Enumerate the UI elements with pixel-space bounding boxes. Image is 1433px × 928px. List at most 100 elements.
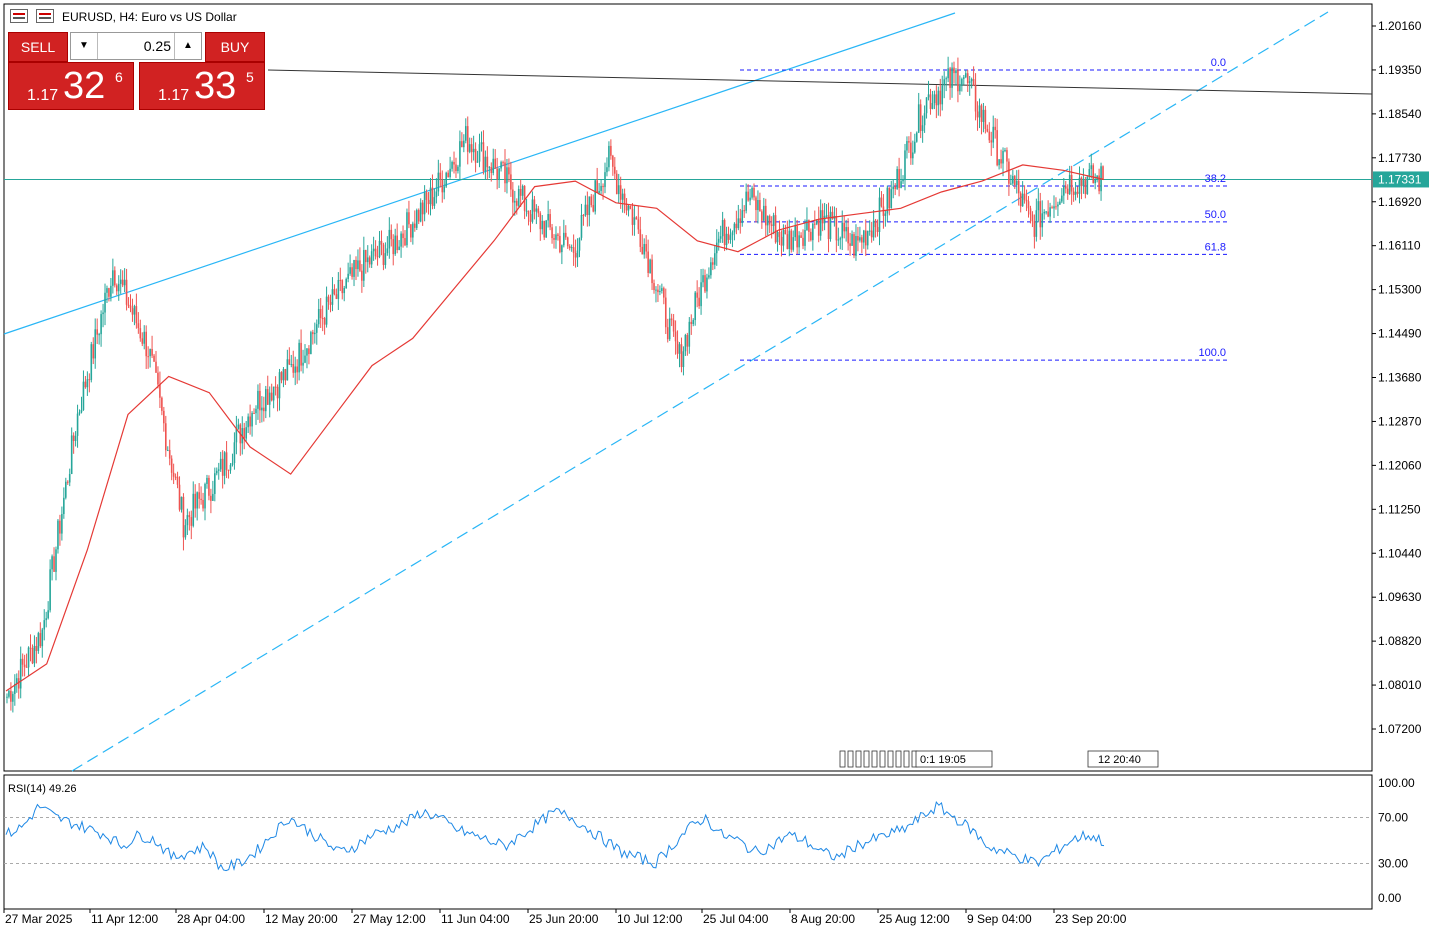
- candle-body: [90, 344, 93, 380]
- candle-body: [1008, 161, 1010, 184]
- time-tick-label: 10 Jul 12:00: [617, 912, 683, 926]
- fibonacci-retracement[interactable]: 0.0 38.2 50.0 61.8 100.0: [740, 57, 1228, 361]
- event-marker[interactable]: [855, 750, 862, 768]
- candle-body: [672, 320, 675, 332]
- chart-header-icons[interactable]: [10, 9, 60, 25]
- event-marker-group[interactable]: [1087, 750, 1159, 768]
- candle-body: [53, 556, 55, 572]
- time-tick-label: 25 Jul 04:00: [703, 912, 769, 926]
- candle-body: [661, 288, 663, 291]
- candle-body: [208, 477, 210, 496]
- candle-body: [196, 492, 198, 509]
- event-markers[interactable]: 0:1 19:05 12 20:40: [839, 750, 1159, 768]
- candle-body: [637, 219, 640, 230]
- candle-body: [712, 262, 714, 265]
- resistance-trendline[interactable]: [267, 69, 1373, 95]
- candle-body: [419, 202, 422, 222]
- candle-body: [202, 499, 204, 509]
- event-marker[interactable]: [847, 750, 854, 768]
- candle-body: [186, 515, 189, 526]
- candle-body: [627, 205, 630, 211]
- candle-body: [702, 275, 704, 283]
- candle-body: [1015, 180, 1018, 185]
- candle-body: [923, 113, 926, 126]
- candle-body: [614, 166, 616, 174]
- candle-body: [772, 215, 775, 226]
- candle-body: [66, 481, 69, 483]
- channel-upper-trendline[interactable]: [3, 12, 956, 335]
- candle-body: [494, 158, 496, 169]
- event-marker[interactable]: [863, 750, 870, 768]
- price-tick-label: 1.18540: [1378, 107, 1422, 121]
- chart-list-icon[interactable]: [10, 9, 28, 23]
- candle-body: [564, 232, 567, 238]
- time-axis[interactable]: 27 Mar 2025 11 Apr 12:00 28 Apr 04:00 12 Ma…: [3, 909, 1127, 926]
- candle-body: [633, 217, 636, 225]
- price-tick-label: 1.07200: [1378, 722, 1422, 736]
- one-click-trading-panel[interactable]: SELL ▼ 0.25 ▲ BUY 1.17 32 6 1.17 33 5: [8, 32, 265, 112]
- candle-body: [843, 222, 846, 232]
- candle-body: [415, 210, 418, 228]
- candle-body: [272, 386, 275, 401]
- candle-body: [123, 279, 126, 286]
- candle-body: [541, 220, 544, 230]
- trendlines[interactable]: [3, 11, 1373, 772]
- price-axis[interactable]: 1.20160 1.19350 1.18540 1.17730 1.16920 1.161…: [1372, 19, 1422, 736]
- candle-body: [527, 210, 530, 215]
- channel-lower-trendline[interactable]: [71, 11, 1329, 772]
- time-tick-label: 11 Apr 12:00: [91, 912, 158, 926]
- lot-size-stepper[interactable]: ▼ 0.25 ▲: [70, 32, 202, 60]
- candle-body: [1000, 159, 1002, 164]
- lot-decrease-button[interactable]: ▼: [71, 33, 98, 59]
- event-marker-label: 12 20:40: [1098, 754, 1141, 766]
- candle-body: [474, 148, 477, 163]
- candle-body: [304, 355, 306, 363]
- event-marker[interactable]: [871, 750, 878, 768]
- candle-body: [88, 379, 91, 381]
- chart-trade-icon[interactable]: [36, 9, 54, 23]
- candle-body: [963, 77, 965, 79]
- event-marker[interactable]: [903, 750, 910, 768]
- candle-body: [345, 278, 347, 289]
- candle-body: [266, 389, 269, 405]
- candle-body: [1012, 176, 1014, 184]
- candle-body: [1010, 183, 1012, 185]
- candle-body: [872, 220, 875, 238]
- candle-body: [949, 68, 951, 88]
- event-marker-group[interactable]: [915, 750, 993, 768]
- event-marker[interactable]: [839, 750, 846, 768]
- candle-body: [392, 239, 395, 255]
- lot-size-input[interactable]: 0.25: [143, 38, 171, 54]
- sell-button[interactable]: SELL: [8, 32, 68, 62]
- candle-body: [941, 85, 944, 105]
- candle-body: [1017, 180, 1020, 194]
- candle-body: [864, 230, 867, 246]
- event-marker[interactable]: [887, 750, 894, 768]
- buy-button[interactable]: BUY: [205, 32, 265, 62]
- candle-body: [978, 105, 981, 118]
- rsi-axis-label: 0.00: [1378, 891, 1402, 905]
- event-marker[interactable]: [879, 750, 886, 768]
- candle-body: [808, 219, 810, 232]
- candle-body: [568, 246, 571, 249]
- candle-body: [631, 208, 634, 225]
- candle-body: [437, 172, 440, 192]
- candle-body: [678, 344, 681, 354]
- buy-price-display[interactable]: 1.17 33 5: [139, 62, 265, 110]
- candle-body: [155, 361, 157, 373]
- rsi-line: [5, 801, 1105, 872]
- candle-body: [349, 267, 351, 274]
- candle-body: [255, 408, 257, 414]
- candle-body: [223, 452, 226, 476]
- candle-body: [861, 237, 863, 243]
- candle-body: [784, 229, 787, 235]
- candle-body: [400, 233, 402, 247]
- candle-body: [588, 196, 591, 216]
- event-marker[interactable]: [895, 750, 902, 768]
- candle-body: [737, 218, 740, 229]
- sell-price-display[interactable]: 1.17 32 6: [8, 62, 134, 110]
- lot-increase-button[interactable]: ▲: [174, 33, 201, 59]
- candle-body: [1033, 221, 1036, 237]
- candle-body: [743, 210, 746, 212]
